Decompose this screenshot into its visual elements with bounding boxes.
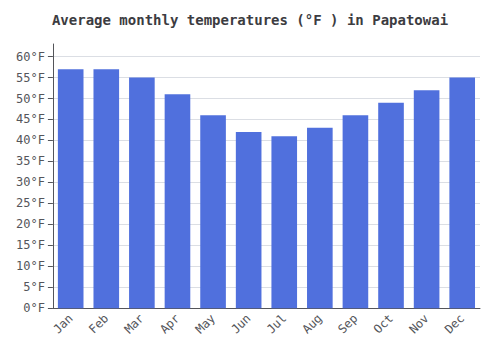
- svg-text:5°F: 5°F: [23, 280, 45, 294]
- svg-text:30°F: 30°F: [16, 175, 45, 189]
- svg-text:45°F: 45°F: [16, 112, 45, 126]
- svg-text:Aug: Aug: [300, 311, 325, 336]
- svg-text:Average monthly temperatures (: Average monthly temperatures (°F ) in Pa…: [52, 12, 448, 28]
- svg-text:55°F: 55°F: [16, 71, 45, 85]
- svg-text:Mar: Mar: [122, 311, 147, 336]
- svg-text:Jul: Jul: [264, 311, 289, 336]
- svg-text:May: May: [193, 311, 218, 336]
- svg-text:25°F: 25°F: [16, 196, 45, 210]
- svg-text:60°F: 60°F: [16, 50, 45, 64]
- svg-text:35°F: 35°F: [16, 154, 45, 168]
- svg-text:Sep: Sep: [335, 311, 360, 336]
- svg-text:15°F: 15°F: [16, 238, 45, 252]
- svg-text:Jan: Jan: [50, 311, 75, 336]
- svg-text:0°F: 0°F: [23, 301, 45, 315]
- svg-text:Oct: Oct: [371, 311, 396, 336]
- svg-text:40°F: 40°F: [16, 133, 45, 147]
- svg-text:Nov: Nov: [406, 311, 431, 336]
- svg-text:10°F: 10°F: [16, 259, 45, 273]
- svg-text:Feb: Feb: [86, 311, 111, 336]
- svg-text:Jun: Jun: [228, 311, 253, 336]
- svg-text:50°F: 50°F: [16, 92, 45, 106]
- svg-text:Apr: Apr: [157, 311, 182, 336]
- svg-text:Dec: Dec: [442, 311, 467, 336]
- svg-text:20°F: 20°F: [16, 217, 45, 231]
